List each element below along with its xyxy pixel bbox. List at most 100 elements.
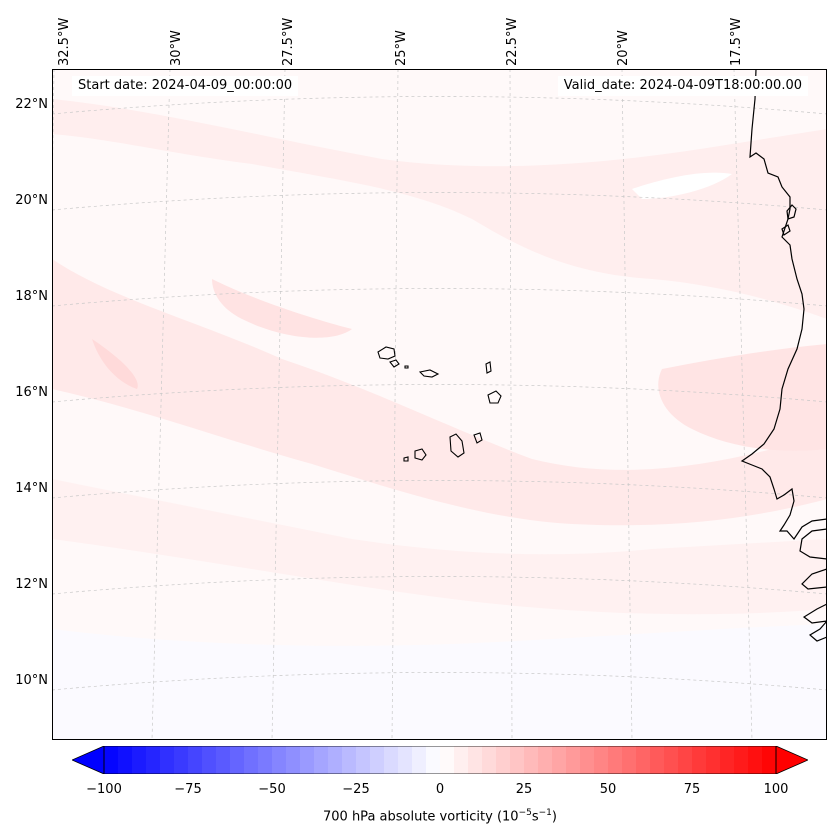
island-sao-nicolau <box>418 369 440 378</box>
island-fogo <box>414 448 427 461</box>
vorticity-negative-south <box>52 624 827 740</box>
colorbar-segment <box>482 746 497 774</box>
colorbar-segment <box>594 746 609 774</box>
lon-label-20w: 20°W <box>616 30 631 66</box>
meridian-27-5w <box>271 69 286 740</box>
vorticity-patch-west <box>92 339 138 389</box>
vorticity-patch-northwest <box>212 279 352 338</box>
cape-verde-islands <box>377 346 502 462</box>
colorbar-segment <box>230 746 245 774</box>
lat-label-20n: 20°N <box>15 193 48 208</box>
island-boa-vista <box>487 390 502 404</box>
colorbar-segment <box>650 746 665 774</box>
colorbar-segment <box>104 746 119 774</box>
colorbar-segment <box>468 746 483 774</box>
colorbar-tick: −75 <box>174 782 202 797</box>
lat-label-12n: 12°N <box>15 577 48 592</box>
colorbar <box>72 746 808 774</box>
colorbar-tick: 75 <box>683 782 701 797</box>
colorbar-segment <box>328 746 343 774</box>
map-panel[interactable] <box>52 69 827 740</box>
colorbar-segment <box>678 746 693 774</box>
coast-island-nw-2 <box>781 224 791 236</box>
island-sal <box>485 361 492 374</box>
colorbar-segment <box>398 746 413 774</box>
coastlines <box>740 69 827 642</box>
colorbar-segment <box>160 746 175 774</box>
colorbar-segment <box>622 746 637 774</box>
colorbar-segment <box>748 746 763 774</box>
parallel-10n <box>52 672 827 691</box>
colorbar-segment <box>272 746 287 774</box>
colorbar-segment <box>426 746 441 774</box>
coast-island-nw-1 <box>786 204 797 220</box>
colorbar-segment <box>608 746 623 774</box>
lat-label-22n: 22°N <box>15 97 48 112</box>
valid-date-label: Valid_date: 2024-04-09T18:00:00.00 <box>557 76 808 96</box>
colorbar-tick: −25 <box>342 782 370 797</box>
meridian-25w <box>391 69 399 740</box>
island-santiago <box>449 433 465 458</box>
africa-coastline <box>740 69 827 540</box>
colorbar-segment <box>524 746 539 774</box>
colorbar-segment <box>300 746 315 774</box>
island-santo-antao <box>377 346 396 360</box>
colorbar-segment <box>258 746 273 774</box>
colorbar-segment <box>692 746 707 774</box>
meridian-20w <box>621 69 633 740</box>
vorticity-patch-east <box>658 344 827 451</box>
island-sao-vicente <box>389 359 400 368</box>
meridian-17-5w <box>733 69 753 740</box>
colorbar-segments <box>104 746 777 774</box>
africa-coastline-south <box>799 528 827 642</box>
colorbar-tick: 50 <box>599 782 617 797</box>
colorbar-segment <box>538 746 553 774</box>
colorbar-segment <box>510 746 525 774</box>
colorbar-low-arrow <box>72 746 105 774</box>
colorbar-segment <box>440 746 455 774</box>
colorbar-tick: −100 <box>86 782 122 797</box>
lon-label-25w: 25°W <box>394 30 409 66</box>
colorbar-tick: 0 <box>435 782 445 797</box>
parallel-14n <box>52 480 827 499</box>
meridian-22-5w <box>509 69 513 740</box>
colorbar-segment <box>188 746 203 774</box>
colorbar-tick: −50 <box>258 782 286 797</box>
lat-label-10n: 10°N <box>15 673 48 688</box>
vorticity-shading <box>52 99 827 740</box>
gridlines <box>52 69 827 740</box>
colorbar-segment <box>454 746 469 774</box>
lon-label-17-5w: 17.5°W <box>729 17 744 66</box>
colorbar-segment <box>720 746 735 774</box>
lon-label-32-5w: 32.5°W <box>57 17 72 66</box>
parallel-16n <box>52 384 827 403</box>
colorbar-segment <box>664 746 679 774</box>
colorbar-segment <box>706 746 721 774</box>
vorticity-white-north <box>632 172 732 199</box>
island-maio <box>473 432 483 444</box>
lat-label-16n: 16°N <box>15 385 48 400</box>
lat-label-18n: 18°N <box>15 289 48 304</box>
colorbar-segment <box>286 746 301 774</box>
vorticity-band-main <box>52 259 827 526</box>
colorbar-outline <box>103 746 777 774</box>
colorbar-segment <box>580 746 595 774</box>
colorbar-tick: 100 <box>763 782 789 797</box>
colorbar-segment <box>146 746 161 774</box>
vorticity-band-north <box>52 99 827 319</box>
colorbar-segment <box>118 746 133 774</box>
colorbar-segment <box>370 746 385 774</box>
colorbar-segment <box>244 746 259 774</box>
parallel-12n <box>52 576 827 595</box>
colorbar-segment <box>174 746 189 774</box>
meridian-30w <box>151 69 171 740</box>
colorbar-segment <box>314 746 329 774</box>
island-brava <box>403 456 409 462</box>
vorticity-field <box>52 69 827 740</box>
colorbar-label: 700 hPa absolute vorticity (10−5s−1) <box>323 808 557 825</box>
colorbar-high-arrow <box>775 746 808 774</box>
vorticity-band-south <box>52 479 827 615</box>
colorbar-segment <box>202 746 217 774</box>
colorbar-segment <box>356 746 371 774</box>
colorbar-tick: 25 <box>515 782 533 797</box>
